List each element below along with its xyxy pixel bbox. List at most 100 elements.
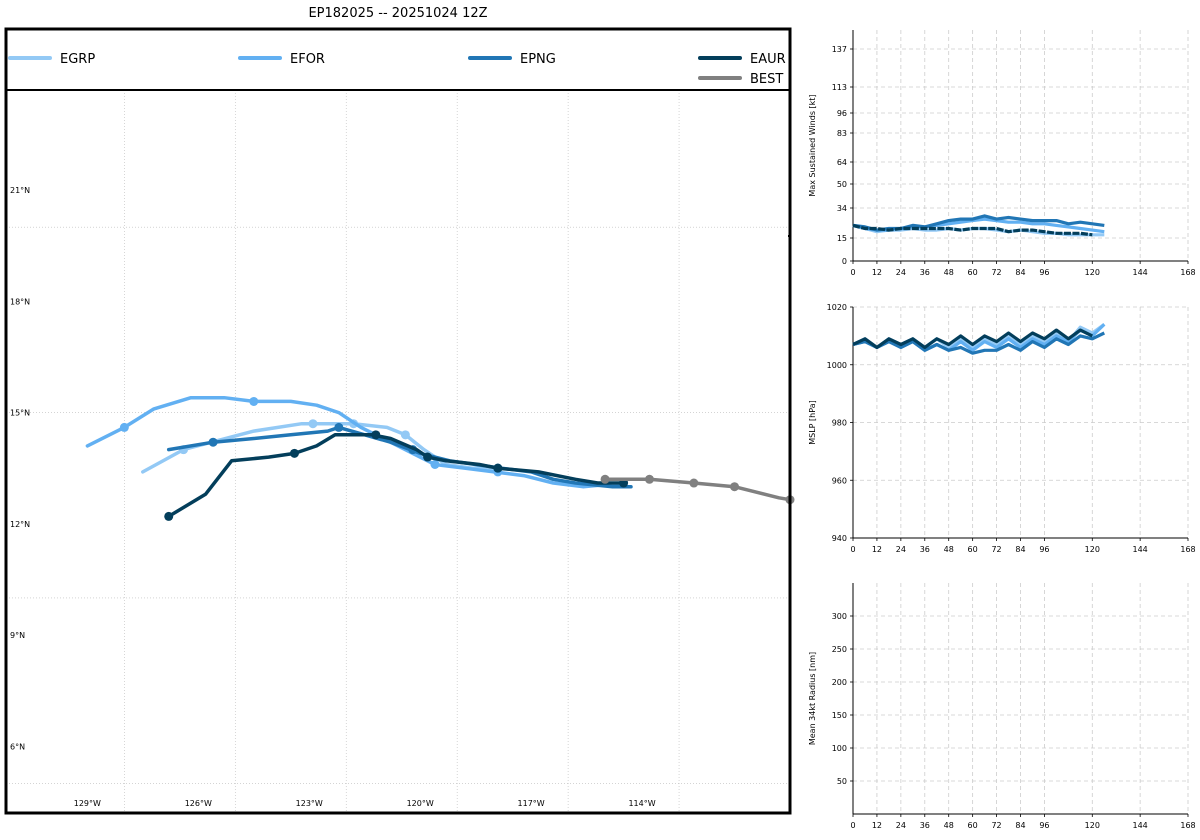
y-tick-label: 137 [832, 45, 847, 54]
y-tick-label: 96 [837, 109, 847, 118]
legend-label-efor: EFOR [290, 52, 325, 67]
map-lon-label: 114°W [628, 799, 655, 808]
figure-title: EP182025 -- 20251024 12Z [308, 6, 487, 21]
map-lon-label: 129°W [74, 799, 101, 808]
x-tick-label: 36 [920, 545, 930, 554]
y-tick-label: 250 [832, 645, 847, 654]
series-eaur [852, 328, 1093, 349]
y-tick-label: 940 [832, 534, 847, 543]
track-point-best [644, 474, 654, 484]
legend-label-eaur: EAUR [750, 52, 786, 67]
mslp-panel: 0 12 24 36 48 60 72 84 96 120 144 168 940 960 980 1000 1… [808, 303, 1196, 554]
x-tick-label: 168 [1180, 268, 1195, 277]
map-lat-label: 18°N [10, 297, 30, 306]
y-tick-label: 1000 [827, 361, 847, 370]
map-frame [4, 27, 792, 815]
map-lat-label: 21°N [10, 186, 30, 195]
x-tick-label: 0 [850, 545, 855, 554]
x-tick-label: 48 [944, 268, 954, 277]
track-point-epng [208, 437, 218, 447]
map-lon-label: 123°W [296, 799, 323, 808]
x-tick-label: 24 [896, 268, 906, 277]
y-tick-label: 113 [832, 83, 847, 92]
x-tick-label: 24 [896, 821, 906, 830]
map-lat-label: 9°N [10, 631, 25, 640]
track-point-eaur [371, 430, 381, 440]
y-tick-label: 34 [837, 204, 847, 213]
track-point-eaur [164, 511, 174, 521]
y-tick-label: 200 [832, 678, 847, 687]
y-axis-label: MSLP [hPa] [808, 400, 817, 444]
map-tracks [85, 235, 795, 521]
x-tick-label: 96 [1039, 268, 1049, 277]
x-tick-label: 84 [1015, 821, 1025, 830]
x-tick-label: 12 [872, 545, 882, 554]
track-point-egrp [308, 419, 318, 429]
x-tick-label: 36 [920, 821, 930, 830]
track-eaur [164, 430, 629, 521]
x-tick-label: 36 [920, 268, 930, 277]
track-point-eaur [289, 448, 299, 458]
x-tick-label: 96 [1039, 545, 1049, 554]
track-point-eaur [423, 452, 433, 462]
y-tick-label: 980 [832, 419, 847, 428]
y-axis-label: Max Sustained Winds [kt] [808, 94, 817, 196]
x-tick-label: 48 [944, 545, 954, 554]
legend: EGRP EFOR EPNG EAUR BEST [8, 52, 786, 87]
legend-label-egrp: EGRP [60, 52, 95, 67]
x-tick-label: 144 [1133, 268, 1148, 277]
radius-panel: 0 12 24 36 48 60 72 84 96 120 144 168 50 100 150 200 250… [808, 583, 1196, 830]
series-epng [852, 331, 1105, 355]
y-axis-label: Mean 34kt Radius [nm] [808, 652, 817, 745]
x-tick-label: 120 [1085, 268, 1100, 277]
y-tick-label: 15 [837, 234, 847, 243]
x-tick-label: 60 [968, 545, 978, 554]
legend-label-epng: EPNG [520, 52, 556, 67]
x-tick-label: 60 [968, 268, 978, 277]
x-tick-label: 144 [1133, 545, 1148, 554]
track-best [600, 474, 795, 505]
y-tick-label: 50 [837, 180, 847, 189]
map-tick-labels: 129°W 126°W 123°W 120°W 117°W 114°W 21°N 18°N 15… [10, 186, 656, 808]
series-eaur [852, 223, 1093, 237]
x-tick-label: 72 [991, 268, 1001, 277]
map-lat-label: 12°N [10, 520, 30, 529]
y-tick-label: 50 [837, 777, 847, 786]
map-lat-label: 6°N [10, 742, 25, 751]
track-point-efor [249, 396, 259, 406]
x-tick-label: 24 [896, 545, 906, 554]
y-tick-label: 150 [832, 711, 847, 720]
track-point-best [730, 482, 740, 492]
track-point-eaur [493, 463, 503, 473]
x-tick-label: 120 [1085, 545, 1100, 554]
x-tick-label: 12 [872, 268, 882, 277]
x-tick-label: 72 [991, 821, 1001, 830]
x-tick-label: 84 [1015, 268, 1025, 277]
wind-panel: 0 12 24 36 48 60 72 84 96 120 144 168 0 15 34 50 64 83 96 1… [808, 30, 1196, 277]
x-tick-label: 12 [872, 821, 882, 830]
track-point-efor [430, 459, 440, 469]
y-tick-label: 300 [832, 612, 847, 621]
y-tick-label: 960 [832, 476, 847, 485]
track-point-epng [334, 422, 344, 432]
x-tick-label: 120 [1085, 821, 1100, 830]
y-tick-label: 83 [837, 129, 847, 138]
y-tick-label: 100 [832, 744, 847, 753]
track-point-egrp [400, 430, 410, 440]
x-tick-label: 96 [1039, 821, 1049, 830]
map-lat-label: 15°N [10, 409, 30, 418]
map-lon-label: 126°W [185, 799, 212, 808]
y-tick-label: 0 [842, 257, 847, 266]
x-tick-label: 48 [944, 821, 954, 830]
x-tick-label: 144 [1133, 821, 1148, 830]
x-tick-label: 168 [1180, 545, 1195, 554]
x-tick-label: 0 [850, 821, 855, 830]
track-point-best [600, 474, 610, 484]
y-tick-label: 64 [837, 158, 847, 167]
track-point-best [689, 478, 699, 488]
y-tick-label: 1020 [827, 303, 847, 312]
track-line-eaur [166, 433, 626, 519]
track-line-best [603, 477, 792, 502]
map-lon-label: 120°W [407, 799, 434, 808]
